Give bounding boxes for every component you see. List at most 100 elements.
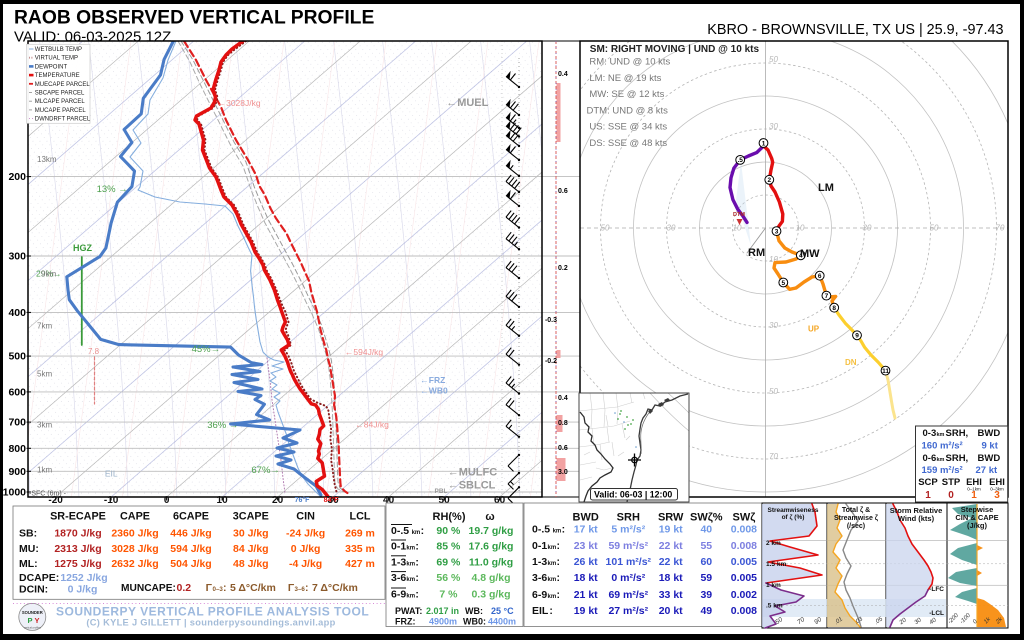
svg-text:1km: 1km — [37, 466, 52, 475]
svg-text:159 m²/s²: 159 m²/s² — [922, 465, 963, 476]
svg-text:3: 3 — [994, 490, 1000, 501]
svg-text:0.008: 0.008 — [731, 605, 757, 617]
svg-text:55: 55 — [700, 540, 712, 552]
svg-text:69 %: 69 % — [436, 556, 461, 568]
svg-text:0-1: 0-1 — [391, 541, 406, 553]
svg-text:50: 50 — [774, 616, 784, 626]
svg-text:SM: RIGHT MOVING | UND @ 10 kt: SM: RIGHT MOVING | UND @ 10 kts — [590, 44, 760, 55]
svg-text:17.6 g/kg: 17.6 g/kg — [469, 541, 514, 553]
svg-text:7km: 7km — [37, 322, 52, 331]
svg-text::: : — [557, 556, 561, 568]
svg-text:KBRO - BROWNSVILLE, TX US | 25: KBRO - BROWNSVILLE, TX US | 25.9, -97.43 — [707, 22, 1003, 38]
svg-text:0-1: 0-1 — [532, 540, 547, 552]
svg-text:300: 300 — [8, 251, 26, 263]
svg-text:27 kt: 27 kt — [976, 465, 998, 476]
svg-text:ML:: ML: — [19, 558, 38, 570]
svg-text:.5: .5 — [737, 157, 743, 164]
svg-text:Storm Relative: Storm Relative — [890, 506, 943, 515]
svg-text:2632 J/kg: 2632 J/kg — [111, 558, 158, 570]
svg-text:LM: NE @ 19 kts: LM: NE @ 19 kts — [589, 73, 661, 84]
svg-text:27 m²/s²: 27 m²/s² — [608, 605, 648, 617]
svg-text:40: 40 — [383, 495, 395, 506]
svg-text::: : — [415, 572, 419, 584]
svg-text::: : — [557, 572, 561, 584]
svg-text:0.2: 0.2 — [558, 265, 568, 272]
svg-text:0.2: 0.2 — [177, 582, 192, 594]
svg-text:2313 J/kg: 2313 J/kg — [54, 543, 101, 555]
svg-text:0.3 g/kg: 0.3 g/kg — [471, 589, 510, 601]
svg-text:EHI: EHI — [989, 477, 1005, 488]
svg-text:Wind (kts): Wind (kts) — [898, 514, 935, 523]
svg-text:50: 50 — [601, 224, 610, 233]
svg-text:13km: 13km — [37, 155, 57, 164]
svg-text:SCP: SCP — [918, 477, 938, 488]
svg-text:4: 4 — [799, 253, 803, 260]
svg-text:594 J/kg: 594 J/kg — [170, 543, 211, 555]
svg-text:MUNCAPE:: MUNCAPE: — [121, 583, 176, 594]
svg-text:Total ζ &: Total ζ & — [842, 507, 870, 514]
svg-text:60: 60 — [494, 495, 506, 506]
svg-text:1k: 1k — [983, 616, 992, 625]
svg-text:26 kt: 26 kt — [574, 556, 598, 568]
svg-text:km: km — [406, 577, 415, 583]
svg-text:1870 J/kg: 1870 J/kg — [54, 527, 101, 539]
svg-text:2k: 2k — [994, 616, 1004, 626]
svg-text:30: 30 — [863, 224, 872, 233]
svg-text:5: 5 — [781, 280, 785, 287]
svg-text:7 %: 7 % — [439, 589, 458, 601]
svg-text:UP: UP — [808, 325, 820, 334]
svg-text:SOUNDER: SOUNDER — [22, 610, 43, 615]
svg-text:29%→: 29%→ — [36, 269, 62, 279]
svg-text:3028 J/kg: 3028 J/kg — [111, 543, 158, 555]
svg-text:-SFC (6m) -: -SFC (6m) - — [29, 491, 67, 498]
svg-text:.05: .05 — [874, 616, 885, 626]
svg-text:km: km — [548, 561, 557, 567]
svg-text:SWζ%: SWζ% — [690, 512, 723, 524]
svg-text:0–3km: 0–3km — [990, 487, 1004, 492]
svg-text:←594J/kg: ←594J/kg — [345, 347, 384, 357]
svg-text:km: km — [406, 561, 415, 567]
svg-text:P: P — [27, 616, 32, 625]
svg-text:0: 0 — [972, 618, 979, 625]
svg-text:VALID: 06-03-2025 12Z: VALID: 06-03-2025 12Z — [14, 29, 171, 46]
svg-text:-LFC: -LFC — [929, 586, 944, 593]
svg-text:1-3: 1-3 — [391, 556, 406, 568]
svg-text:DCAPE:: DCAPE: — [19, 572, 59, 584]
svg-text:30 J/kg: 30 J/kg — [233, 527, 269, 539]
svg-text:76°F: 76°F — [295, 496, 311, 504]
svg-text:8: 8 — [832, 305, 836, 312]
svg-text:1000: 1000 — [3, 487, 27, 499]
svg-text:0 J/kg: 0 J/kg — [68, 584, 98, 596]
svg-text:Γ: Γ — [288, 582, 295, 594]
svg-text:60: 60 — [700, 556, 712, 568]
svg-text:3: 3 — [775, 228, 779, 235]
svg-text::: : — [305, 582, 309, 594]
svg-text:39: 39 — [700, 589, 712, 601]
svg-text:.5 km: .5 km — [766, 603, 783, 610]
svg-text:0-.5: 0-.5 — [532, 524, 550, 536]
svg-text:0 J/kg: 0 J/kg — [291, 543, 321, 555]
svg-text:30: 30 — [769, 122, 778, 131]
svg-text:SWζ: SWζ — [733, 512, 756, 524]
svg-text:SOUNDERPY VERTICAL PROFILE ANA: SOUNDERPY VERTICAL PROFILE ANALYSIS TOOL — [56, 605, 369, 619]
svg-text:2: 2 — [767, 177, 771, 184]
svg-text:2 km: 2 km — [766, 540, 781, 547]
svg-text:45%→: 45%→ — [192, 344, 221, 355]
svg-text:70: 70 — [769, 452, 778, 461]
svg-text:EHI: EHI — [966, 477, 982, 488]
svg-text:9: 9 — [855, 333, 859, 340]
svg-text:5 m²/s²: 5 m²/s² — [611, 524, 645, 536]
svg-text:20: 20 — [272, 495, 284, 506]
svg-text:STP: STP — [942, 477, 961, 488]
svg-text:1: 1 — [762, 140, 766, 147]
svg-text:85 %: 85 % — [436, 541, 461, 553]
svg-text::: : — [415, 541, 419, 553]
svg-text:BWD: BWD — [573, 512, 599, 524]
svg-text:←SBLCL: ←SBLCL — [448, 480, 496, 492]
svg-text:MU:: MU: — [19, 543, 39, 555]
svg-text:0–1km: 0–1km — [967, 487, 981, 492]
svg-text:101 m²/s²: 101 m²/s² — [606, 556, 652, 568]
svg-text:0 m²/s²: 0 m²/s² — [611, 572, 645, 584]
svg-text:FRZ:: FRZ: — [395, 617, 416, 627]
svg-text:WETBULB TEMP: WETBULB TEMP — [35, 47, 82, 53]
